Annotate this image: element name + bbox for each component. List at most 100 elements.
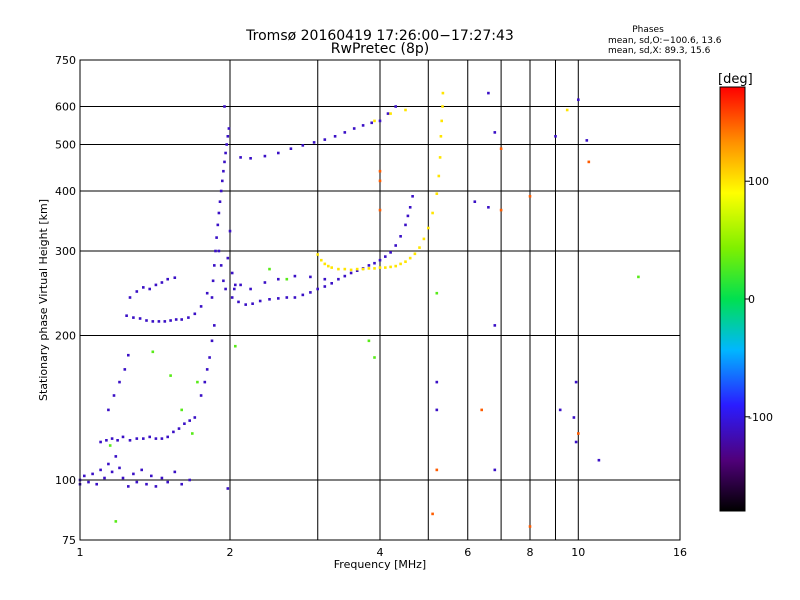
- data-point: [142, 286, 145, 289]
- data-point: [230, 271, 234, 275]
- data-point: [435, 468, 439, 472]
- stats-o-line: mean, sd,O:−100.6, 13.6: [608, 36, 722, 46]
- tick-labels: 1 2 4 6 8 10 16 75 100 200 300 400 500 600 750: [55, 54, 687, 559]
- data-point: [219, 264, 223, 267]
- data-point: [145, 319, 148, 322]
- data-point: [431, 512, 434, 516]
- data-point: [160, 281, 164, 284]
- data-point: [330, 266, 333, 269]
- data-point: [320, 258, 323, 262]
- data-point: [226, 256, 230, 260]
- data-point: [378, 169, 382, 173]
- data-point: [378, 179, 382, 183]
- data-point: [493, 468, 497, 472]
- colorbar-tick-label: 0: [748, 293, 755, 306]
- data-point: [637, 275, 640, 279]
- data-point: [132, 472, 135, 476]
- data-point: [222, 169, 225, 173]
- data-point: [251, 302, 254, 305]
- data-point: [404, 223, 407, 227]
- data-point: [439, 135, 443, 138]
- data-point: [128, 296, 132, 299]
- data-point: [125, 314, 128, 317]
- data-point: [142, 437, 145, 440]
- data-point: [154, 485, 158, 488]
- colorbar-label: [deg]: [718, 72, 753, 87]
- data-point: [493, 324, 497, 327]
- y-axis-label: Stationary phase Virtual Height [km]: [37, 199, 50, 401]
- data-point: [587, 160, 591, 164]
- x-tick-label: 16: [673, 546, 687, 559]
- data-point: [210, 339, 214, 343]
- data-point: [585, 139, 589, 142]
- data-point: [323, 285, 327, 288]
- data-point: [285, 277, 289, 281]
- data-point: [370, 121, 373, 125]
- data-point: [349, 268, 353, 272]
- data-point: [123, 368, 127, 371]
- data-point: [367, 339, 371, 343]
- data-point: [157, 320, 161, 323]
- data-point: [135, 437, 139, 440]
- data-point: [249, 157, 252, 160]
- data-point: [309, 291, 312, 294]
- data-point: [343, 274, 347, 278]
- data-point: [160, 476, 164, 480]
- data-point: [188, 478, 191, 482]
- data-point: [361, 267, 365, 271]
- data-point: [408, 256, 412, 260]
- data-point: [87, 480, 90, 484]
- plot-frame: [79, 59, 681, 541]
- data-point: [394, 264, 397, 268]
- data-point: [440, 119, 443, 123]
- colorbar-ticks: 100 0 -100: [745, 175, 773, 424]
- data-point: [222, 279, 225, 283]
- data-point: [199, 305, 203, 308]
- data-point: [574, 380, 578, 384]
- data-point: [301, 293, 305, 297]
- data-point: [277, 277, 280, 281]
- data-point: [218, 200, 222, 203]
- data-point: [187, 316, 190, 319]
- data-point: [441, 91, 445, 95]
- data-point: [95, 482, 98, 486]
- colorbar: [719, 86, 746, 512]
- data-point: [103, 476, 106, 480]
- data-point: [301, 144, 305, 147]
- x-tick-label: 8: [527, 546, 534, 559]
- data-point: [118, 380, 121, 384]
- data-point: [528, 195, 532, 198]
- data-point: [316, 287, 319, 291]
- y-tick-label: 75: [62, 534, 76, 547]
- data-point: [384, 255, 387, 258]
- data-point: [327, 264, 330, 268]
- data-point: [323, 277, 327, 281]
- data-point: [418, 246, 421, 249]
- data-point: [154, 437, 158, 440]
- data-point: [427, 226, 430, 230]
- data-point: [127, 353, 130, 357]
- data-point: [343, 131, 347, 134]
- data-point: [151, 320, 155, 323]
- data-point: [128, 439, 132, 442]
- data-point: [110, 470, 114, 474]
- y-tick-label: 100: [55, 474, 76, 487]
- data-point: [389, 112, 392, 115]
- data-point: [230, 296, 234, 299]
- data-point: [493, 131, 497, 134]
- colorbar-tick-label: 100: [748, 175, 769, 188]
- data-point: [151, 350, 155, 354]
- data-point: [373, 267, 376, 270]
- data-point: [378, 266, 382, 269]
- y-tick-label: 500: [55, 139, 76, 152]
- data-point: [378, 119, 382, 123]
- data-point: [114, 455, 118, 458]
- data-point: [237, 300, 240, 304]
- data-point: [107, 462, 110, 466]
- data-point: [199, 394, 203, 397]
- data-point: [108, 444, 112, 447]
- data-point: [150, 474, 153, 478]
- data-point: [399, 235, 402, 238]
- x-tick-label: 1: [77, 546, 84, 559]
- data-point: [367, 267, 371, 270]
